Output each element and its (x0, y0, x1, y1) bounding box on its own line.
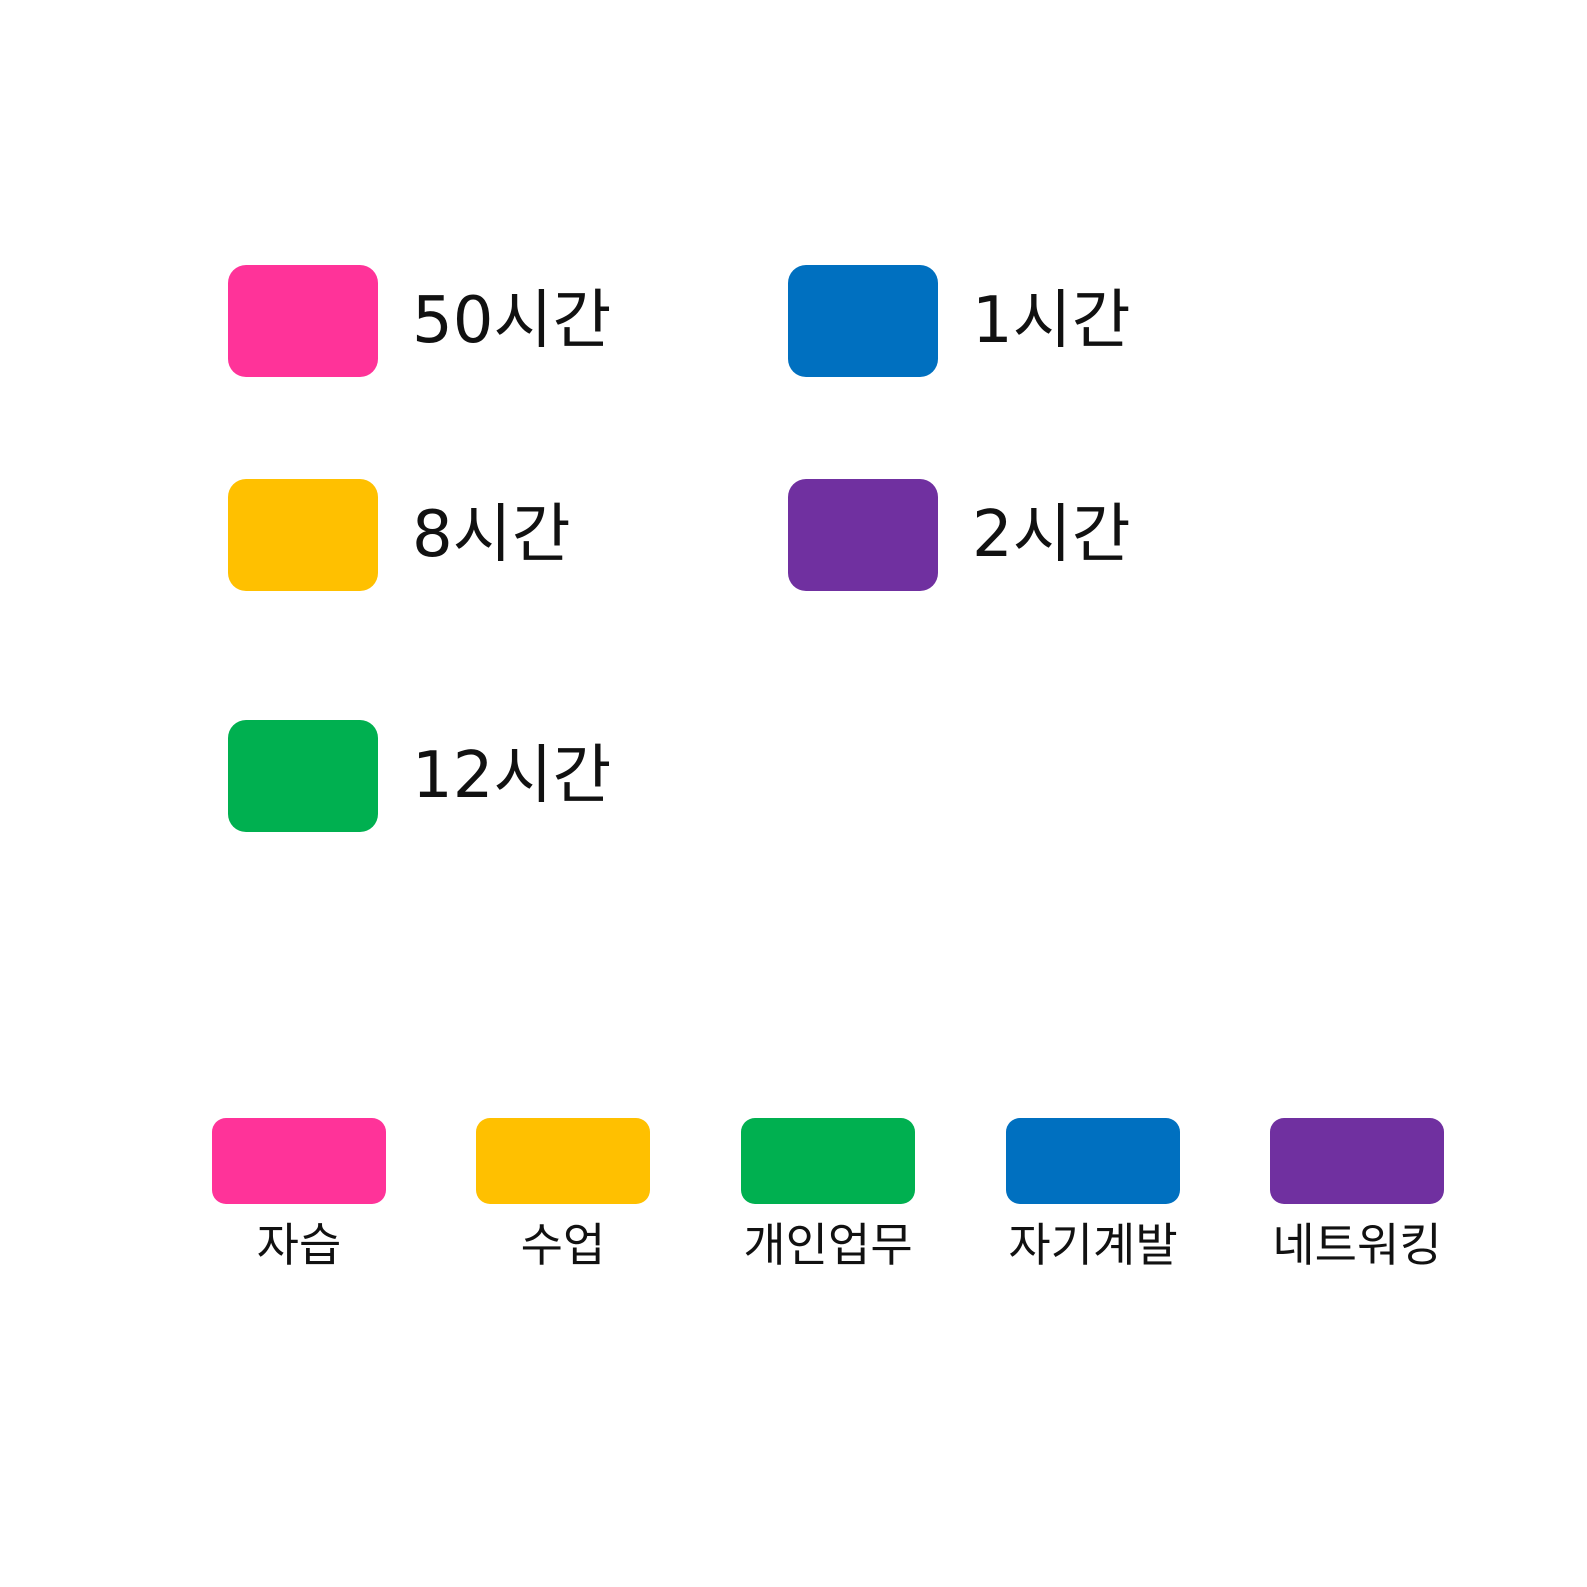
legend-item-self-study: 자습 (212, 1118, 386, 1268)
value-swatch-personal-work (228, 720, 378, 832)
value-item-self-development: 1시간 (788, 265, 1130, 377)
value-label-self-development: 1시간 (972, 284, 1131, 358)
legend-label-class: 수업 (520, 1218, 606, 1272)
legend-label-self-development: 자기계발 (1008, 1218, 1178, 1272)
legend-swatch-self-study (212, 1118, 386, 1204)
legend-swatch-class (476, 1118, 650, 1204)
legend-swatch-personal-work (741, 1118, 915, 1204)
value-label-personal-work: 12시간 (412, 739, 612, 813)
value-swatch-networking (788, 479, 938, 591)
legend-item-personal-work: 개인업무 (741, 1118, 915, 1268)
value-item-self-study: 50시간 (228, 265, 611, 377)
legend-item-networking: 네트워킹 (1270, 1118, 1444, 1268)
value-swatch-class (228, 479, 378, 591)
value-item-networking: 2시간 (788, 479, 1130, 591)
value-label-class: 8시간 (412, 498, 571, 572)
value-label-self-study: 50시간 (412, 284, 612, 358)
value-item-personal-work: 12시간 (228, 720, 611, 832)
legend-swatch-networking (1270, 1118, 1444, 1204)
legend-label-self-study: 자습 (256, 1218, 342, 1272)
legend-item-self-development: 자기계발 (1006, 1118, 1180, 1268)
legend-swatch-self-development (1006, 1118, 1180, 1204)
legend-label-personal-work: 개인업무 (743, 1218, 913, 1272)
value-label-networking: 2시간 (972, 498, 1131, 572)
legend-label-networking: 네트워킹 (1272, 1218, 1442, 1272)
value-swatch-self-study (228, 265, 378, 377)
legend-item-class: 수업 (476, 1118, 650, 1268)
value-swatch-self-development (788, 265, 938, 377)
value-item-class: 8시간 (228, 479, 570, 591)
